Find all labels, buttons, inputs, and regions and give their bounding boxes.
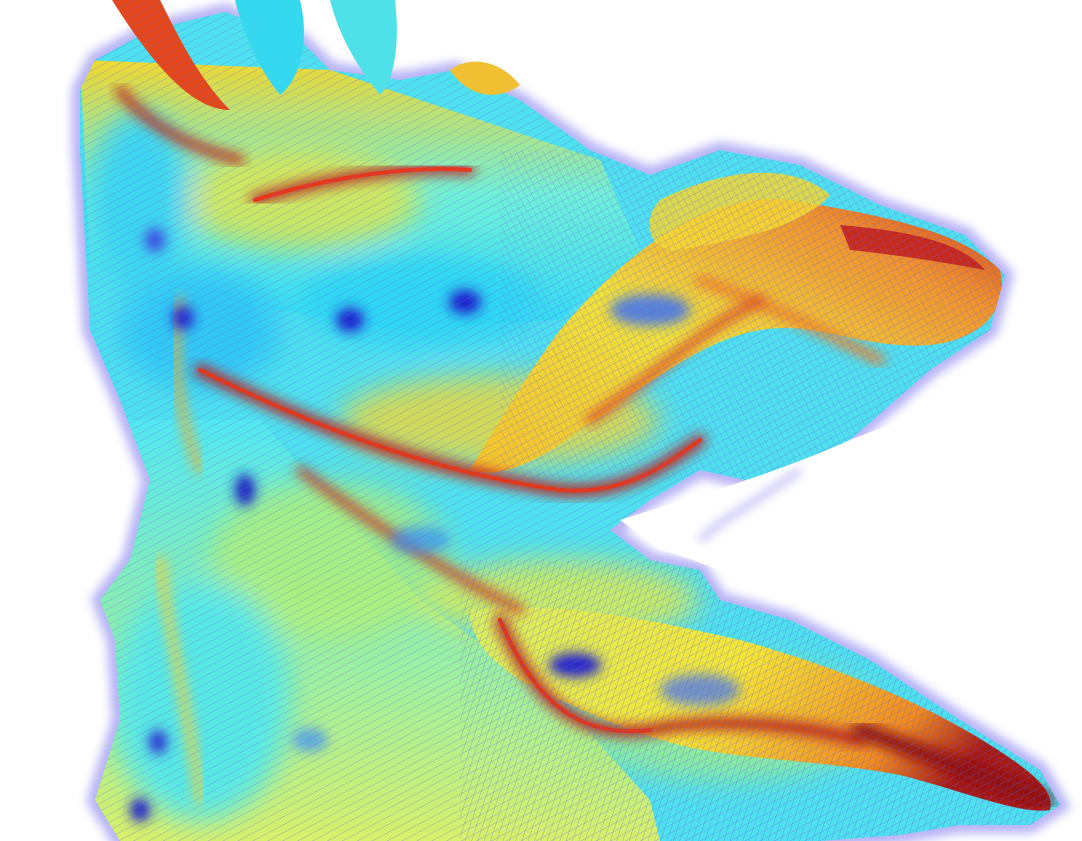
hatch-field-b bbox=[500, 150, 1010, 480]
mouth-gap bbox=[620, 380, 1082, 740]
top-horns bbox=[112, 0, 520, 110]
